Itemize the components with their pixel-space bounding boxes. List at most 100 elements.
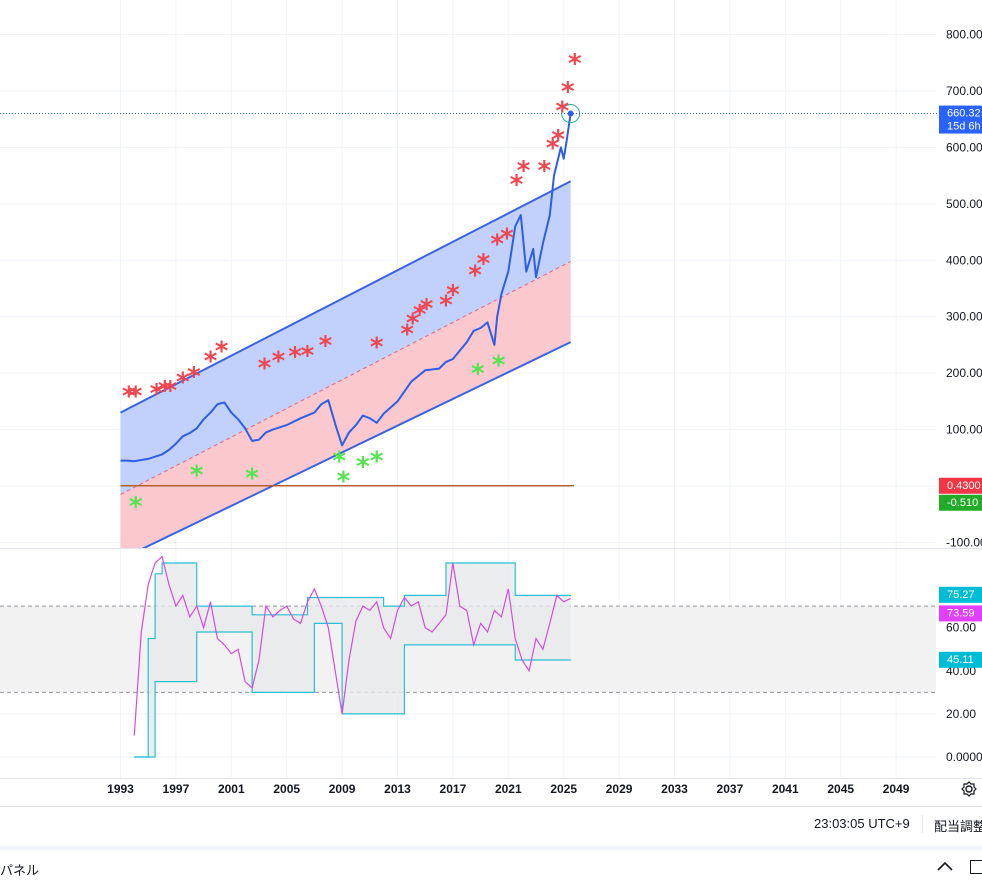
sell-marker: * [258, 353, 272, 383]
sell-marker: * [551, 125, 565, 155]
price-tick-label: 600.00 [946, 140, 982, 154]
sell-marker: * [546, 133, 560, 163]
sell-marker: * [215, 337, 229, 367]
osc-low-badge-text: 45.11 [947, 654, 974, 666]
buy-marker: * [492, 351, 506, 381]
sell-marker: * [288, 342, 302, 372]
maximize-icon[interactable] [970, 860, 982, 874]
panel-label[interactable]: パネル [0, 863, 40, 878]
sell-marker: * [517, 156, 531, 186]
chevron-up-icon[interactable] [936, 859, 954, 873]
level-red-badge-bg [939, 477, 982, 494]
price-badge-text: 660.32 [947, 108, 981, 120]
signal-markers: ** ******** * ** * * **** ******** ******** *** * *… [122, 49, 582, 522]
x-tick-label: 2041 [772, 782, 799, 796]
osc-band-fill [134, 563, 571, 757]
channel-lower-line [141, 341, 572, 548]
sell-marker: * [568, 49, 582, 79]
channel-mid-line [120, 260, 571, 495]
sell-marker: * [413, 300, 427, 330]
sell-marker: * [510, 170, 524, 200]
osc-current-badge-text: 73.59 [947, 607, 975, 619]
sell-marker: * [150, 379, 164, 409]
x-tick-label: 2045 [827, 782, 854, 796]
price-tick-label: 700.00 [946, 84, 982, 98]
level-green-badge-text: -0.510 [947, 497, 978, 509]
buy-marker: * [333, 447, 347, 477]
panel-bar: パネル [0, 846, 982, 881]
x-tick-label: 2001 [218, 782, 245, 796]
price-badge-text: 15d 6h [947, 121, 981, 133]
sell-marker: * [477, 249, 491, 279]
sell-marker: * [204, 347, 218, 377]
sell-marker: * [406, 308, 420, 338]
sell-marker: * [490, 229, 504, 259]
sell-marker: * [556, 97, 570, 127]
x-tick-label: 2025 [550, 782, 577, 796]
price-tick-label: 400.00 [946, 253, 982, 267]
oscillator-pane [0, 555, 936, 758]
x-tick-label: 2021 [495, 782, 522, 796]
sell-marker: * [272, 347, 286, 377]
price-series [0, 104, 942, 463]
osc-tick-label: 0.0000 [946, 750, 982, 764]
price-tick-label: 800.00 [946, 28, 982, 42]
osc-high-badge-bg [939, 586, 982, 603]
x-tick-label: 1993 [107, 782, 134, 796]
sell-marker: * [319, 331, 333, 361]
sell-marker: * [158, 376, 172, 406]
x-tick-label: 2029 [606, 782, 633, 796]
x-tick-label: 2037 [717, 782, 744, 796]
level-red-badge-text: 0.4300 [947, 480, 981, 492]
buy-marker: * [337, 466, 351, 496]
osc-tick-label: 20.00 [946, 707, 976, 721]
price-tick-label: 300.00 [946, 310, 982, 324]
buy-marker: * [245, 464, 259, 494]
channel-upper-fill [120, 181, 571, 495]
sell-marker: * [538, 156, 552, 186]
sell-marker: * [122, 382, 136, 412]
osc-tick-label: 60.00 [946, 621, 976, 635]
osc-upper-band [134, 562, 572, 758]
price-badge-bg [939, 105, 982, 134]
sell-marker: * [420, 294, 434, 324]
osc-current-badge-bg [939, 605, 982, 622]
x-tick-label: 2049 [883, 782, 910, 796]
sell-marker: * [164, 376, 178, 406]
clock-readout[interactable]: 23:03:05 UTC+9 [814, 816, 910, 831]
dividend-adjust-toggle[interactable]: 配当調整 [934, 819, 982, 834]
sell-marker: * [439, 290, 453, 320]
status-bar: 23:03:05 UTC+9 配当調整 [0, 806, 982, 841]
osc-lower-band [134, 622, 572, 758]
buy-marker: * [129, 492, 143, 522]
gear-icon[interactable] [960, 780, 978, 798]
channel-upper-line [120, 180, 572, 414]
osc-high-badge-text: 75.27 [947, 589, 975, 601]
buy-marker: * [190, 461, 204, 491]
regression-channel [120, 180, 572, 548]
sell-marker: * [129, 382, 143, 412]
sell-marker: * [187, 362, 201, 392]
sell-marker: * [446, 280, 460, 310]
level-green-badge-bg [939, 494, 982, 511]
sell-marker: * [400, 320, 414, 350]
x-tick-label: 2009 [329, 782, 356, 796]
x-tick-label: 1997 [163, 782, 190, 796]
x-tick-label: 2033 [661, 782, 688, 796]
price-tick-label: 100.00 [946, 423, 982, 437]
sell-marker: * [500, 224, 514, 254]
osc-line [133, 555, 571, 736]
price-line [120, 113, 572, 463]
sell-marker: * [370, 333, 384, 363]
x-tick-label: 2005 [273, 782, 300, 796]
sell-marker: * [176, 368, 190, 398]
buy-marker: * [471, 359, 485, 389]
osc-low-badge-bg [939, 651, 982, 668]
divider [922, 815, 923, 833]
sell-marker: * [468, 260, 482, 290]
sell-marker: * [561, 77, 575, 107]
buy-marker: * [370, 447, 384, 477]
buy-marker: * [356, 452, 370, 482]
